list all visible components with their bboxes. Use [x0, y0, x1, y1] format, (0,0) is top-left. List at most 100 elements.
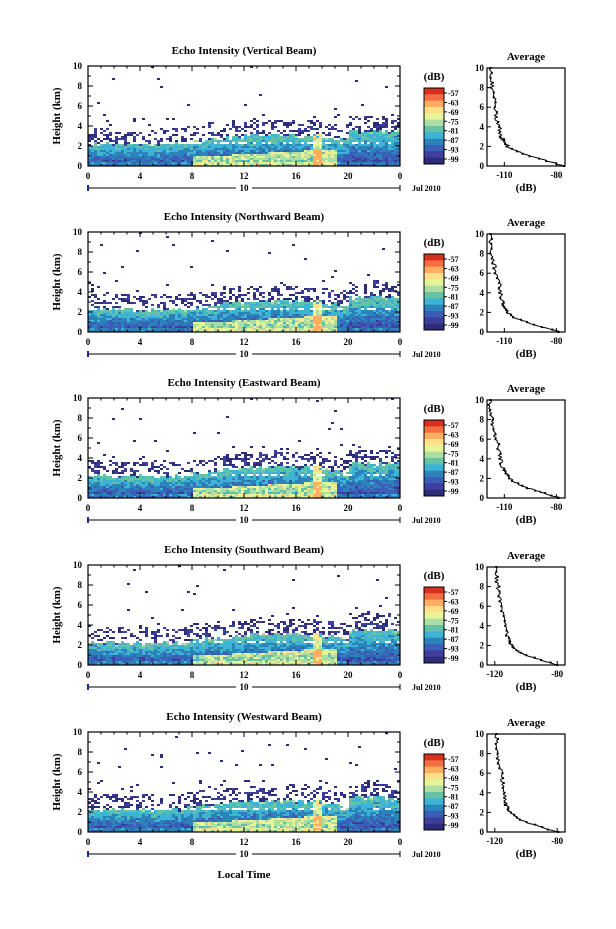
heatmap-cell — [163, 476, 166, 478]
heatmap-cell — [175, 312, 178, 314]
y-tick-label: 2 — [78, 141, 83, 151]
heatmap-cell — [295, 472, 298, 474]
heatmap-cell — [376, 132, 379, 134]
heatmap-cell — [316, 310, 319, 312]
heatmap-cell — [241, 140, 244, 142]
heatmap-cell — [157, 486, 160, 488]
heatmap-cell — [268, 132, 271, 134]
heatmap-cell — [304, 454, 307, 456]
heatmap-cell — [220, 482, 223, 484]
heatmap-cell — [181, 160, 184, 162]
heatmap-cell — [220, 292, 223, 294]
heatmap-cell — [250, 304, 253, 306]
heatmap-cell — [361, 144, 364, 146]
heatmap-cell — [223, 322, 226, 324]
heatmap-cell — [337, 162, 340, 164]
heatmap-cell — [256, 298, 259, 300]
heatmap-cell — [232, 466, 235, 468]
heatmap-cell — [193, 318, 196, 320]
heatmap-cell — [178, 478, 181, 480]
heatmap-cell — [205, 320, 208, 322]
heatmap-cell — [238, 454, 241, 456]
heatmap-cell — [130, 328, 133, 330]
heatmap-cell — [307, 306, 310, 308]
heatmap-cell — [364, 164, 367, 166]
heatmap-cell — [208, 484, 211, 486]
heatmap-cell — [118, 158, 121, 160]
heatmap-cell — [304, 478, 307, 480]
heatmap-cell — [286, 322, 289, 324]
heatmap-cell — [253, 158, 256, 160]
heatmap-cell — [166, 152, 169, 154]
heatmap-cell — [271, 308, 274, 310]
heatmap-cell — [367, 158, 370, 160]
heatmap-cell — [262, 124, 265, 126]
heatmap-cell — [220, 158, 223, 160]
heatmap-cell — [184, 154, 187, 156]
heatmap-cell — [88, 146, 91, 148]
heatmap-cell — [256, 158, 259, 160]
heatmap-cell — [157, 466, 160, 468]
heatmap-cell — [196, 150, 199, 152]
heatmap-cell — [259, 466, 262, 468]
heatmap-cell — [106, 320, 109, 322]
heatmap-cell — [283, 468, 286, 470]
heatmap-cell — [115, 462, 118, 464]
heatmap-cell — [397, 154, 400, 156]
heatmap-cell — [121, 164, 124, 166]
heatmap-cell — [223, 306, 226, 308]
heatmap-cell — [265, 318, 268, 320]
heatmap-cell — [223, 162, 226, 164]
heatmap-cell — [265, 320, 268, 322]
heatmap-cell — [256, 314, 259, 316]
heatmap-cell — [265, 478, 268, 480]
date-label: Jul 2010 — [412, 350, 441, 359]
heatmap-cell — [310, 486, 313, 488]
heatmap-cell — [337, 310, 340, 312]
heatmap-cell — [118, 162, 121, 164]
heatmap-cell — [349, 138, 352, 140]
heatmap-cell — [112, 298, 115, 300]
heatmap-cell — [88, 134, 91, 136]
heatmap-cell — [277, 146, 280, 148]
heatmap-cell — [262, 308, 265, 310]
heatmap-cell — [235, 486, 238, 488]
heatmap-cell — [283, 300, 286, 302]
heatmap-cell — [193, 322, 196, 324]
heatmap-cell — [280, 326, 283, 328]
heatmap-cell — [151, 158, 154, 160]
heatmap-cell — [232, 330, 235, 332]
heatmap-cell — [211, 144, 214, 146]
heatmap-cell — [301, 330, 304, 332]
heatmap-cell — [382, 136, 385, 138]
heatmap-cell — [166, 146, 169, 148]
heatmap-cell — [283, 304, 286, 306]
heatmap-cell — [214, 470, 217, 472]
heatmap-cell — [151, 130, 154, 132]
heatmap-cell — [223, 326, 226, 328]
heatmap-cell — [265, 160, 268, 162]
heatmap-cell — [124, 484, 127, 486]
heatmap-cell — [133, 464, 136, 466]
panel-title: Echo Intensity (Northward Beam) — [164, 211, 325, 223]
heatmap-cell — [304, 312, 307, 314]
heatmap-cell — [364, 284, 367, 286]
heatmap-cell — [130, 134, 133, 136]
heatmap-cell — [175, 320, 178, 322]
heatmap-cell — [133, 328, 136, 330]
heatmap-cell — [199, 460, 202, 462]
heatmap-cell — [106, 160, 109, 162]
heatmap-cell — [352, 132, 355, 134]
heatmap-cell — [103, 150, 106, 152]
heatmap-cell — [364, 296, 367, 298]
heatmap-cell — [373, 318, 376, 320]
heatmap-cell — [136, 486, 139, 488]
heatmap-cell — [346, 148, 349, 150]
heatmap-cell — [142, 482, 145, 484]
heatmap-cell — [163, 154, 166, 156]
profile-point — [545, 160, 548, 163]
heatmap-cell — [394, 154, 397, 156]
heatmap-cell — [181, 144, 184, 146]
heatmap-cell — [214, 478, 217, 480]
heatmap-cell — [253, 492, 256, 494]
